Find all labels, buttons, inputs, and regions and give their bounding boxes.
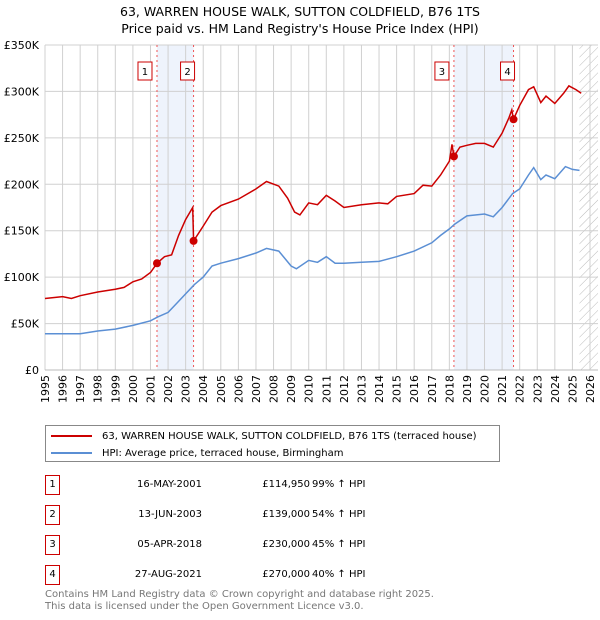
sale-point xyxy=(449,152,458,161)
x-tick-label: 2002 xyxy=(162,375,175,403)
x-tick-label: 2000 xyxy=(127,375,140,403)
transaction-date: 13-JUN-2003 xyxy=(138,509,202,520)
y-tick-label: £300K xyxy=(4,85,40,98)
transaction-row: 3 05-APR-2018 £230,000 45% ↑ HPI xyxy=(45,535,545,555)
x-tick-label: 2017 xyxy=(426,375,439,403)
x-tick-label: 2003 xyxy=(180,375,193,403)
transaction-number: 1 xyxy=(45,475,60,495)
shaded-period xyxy=(156,45,194,370)
y-tick-label: £100K xyxy=(4,271,40,284)
x-tick-label: 2023 xyxy=(531,375,544,403)
transaction-row: 2 13-JUN-2003 £139,000 54% ↑ HPI xyxy=(45,505,545,525)
forecast-hatch xyxy=(579,45,598,370)
y-tick-label: £350K xyxy=(4,39,40,52)
transaction-number: 2 xyxy=(45,505,60,525)
transaction-row: 1 16-MAY-2001 £114,950 99% ↑ HPI xyxy=(45,475,545,495)
sale-label: 1 xyxy=(142,67,148,78)
x-tick-label: 2008 xyxy=(268,375,281,403)
x-tick-label: 1995 xyxy=(39,375,52,403)
x-tick-label: 2006 xyxy=(232,375,245,403)
chart-subtitle: Price paid vs. HM Land Registry's House … xyxy=(121,21,479,36)
y-tick-label: £250K xyxy=(4,132,40,145)
transaction-date: 27-AUG-2021 xyxy=(134,569,202,580)
x-tick-label: 2022 xyxy=(514,375,527,403)
transaction-row: 4 27-AUG-2021 £270,000 40% ↑ HPI xyxy=(45,565,545,585)
sale-point xyxy=(509,115,518,124)
legend-label: HPI: Average price, terraced house, Birm… xyxy=(102,447,344,459)
sale-label: 4 xyxy=(504,67,510,78)
x-tick-label: 2025 xyxy=(566,375,579,403)
legend-swatch xyxy=(51,452,92,454)
transaction-price: £230,000 xyxy=(262,539,310,550)
x-tick-label: 2021 xyxy=(496,375,509,403)
x-tick-label: 2015 xyxy=(391,375,404,403)
sale-label-box xyxy=(434,61,450,81)
x-tick-label: 2007 xyxy=(250,375,263,403)
x-tick-label: 2001 xyxy=(144,375,157,403)
x-tick-label: 2012 xyxy=(338,375,351,403)
x-tick-label: 2026 xyxy=(584,375,597,403)
y-tick-label: £200K xyxy=(4,178,40,191)
hpi-line xyxy=(45,165,580,335)
x-tick-label: 2020 xyxy=(479,375,492,403)
chart-title: 63, WARREN HOUSE WALK, SUTTON COLDFIELD,… xyxy=(120,4,480,19)
legend-label: 63, WARREN HOUSE WALK, SUTTON COLDFIELD,… xyxy=(102,430,477,442)
x-tick-label: 2014 xyxy=(373,375,386,403)
y-tick-label: £150K xyxy=(4,225,40,238)
transaction-hpi-change: 54% ↑ HPI xyxy=(312,509,366,520)
transaction-price: £270,000 xyxy=(262,569,310,580)
x-tick-label: 1998 xyxy=(92,375,105,403)
x-tick-label: 2005 xyxy=(215,375,228,403)
transaction-hpi-change: 40% ↑ HPI xyxy=(312,569,366,580)
sale-label: 2 xyxy=(184,67,190,78)
x-tick-label: 1999 xyxy=(109,375,122,403)
transaction-hpi-change: 45% ↑ HPI xyxy=(312,539,366,550)
x-tick-label: 2013 xyxy=(355,375,368,403)
legend-item-property: 63, WARREN HOUSE WALK, SUTTON COLDFIELD,… xyxy=(51,428,477,444)
x-tick-label: 2016 xyxy=(408,375,421,403)
sale-label-box xyxy=(137,61,153,81)
legend: 63, WARREN HOUSE WALK, SUTTON COLDFIELD,… xyxy=(45,425,500,462)
x-tick-label: 1996 xyxy=(57,375,70,403)
x-tick-label: 2024 xyxy=(549,375,562,403)
x-tick-label: 2018 xyxy=(443,375,456,403)
price-chart: 1995 1996 1997 1998 1999 2000 2001 2002 2003 2004… xyxy=(4,39,598,403)
x-tick-label: 2009 xyxy=(285,375,298,403)
transaction-number: 4 xyxy=(45,565,60,585)
legend-item-hpi: HPI: Average price, terraced house, Birm… xyxy=(51,445,343,461)
y-tick-label: £0 xyxy=(25,364,39,377)
footer-licence: This data is licensed under the Open Gov… xyxy=(45,601,364,612)
x-tick-label: 2011 xyxy=(320,375,333,403)
transaction-hpi-change: 99% ↑ HPI xyxy=(312,479,366,490)
transaction-date: 16-MAY-2001 xyxy=(136,479,202,490)
sale-point xyxy=(189,236,198,245)
shaded-period xyxy=(453,45,514,370)
transaction-date: 05-APR-2018 xyxy=(137,539,202,550)
sale-label: 3 xyxy=(439,67,445,78)
x-tick-label: 2010 xyxy=(303,375,316,403)
sale-label-box xyxy=(500,61,516,81)
transaction-number: 3 xyxy=(45,535,60,555)
x-tick-label: 2019 xyxy=(461,375,474,403)
legend-swatch xyxy=(51,435,92,437)
transaction-price: £114,950 xyxy=(262,479,310,490)
sale-point xyxy=(152,259,161,268)
sale-label-box xyxy=(180,61,196,81)
x-tick-label: 2004 xyxy=(197,375,210,403)
y-tick-label: £50K xyxy=(11,318,40,331)
transaction-price: £139,000 xyxy=(262,509,310,520)
footer-copyright: Contains HM Land Registry data © Crown c… xyxy=(45,589,434,600)
x-tick-label: 1997 xyxy=(74,375,87,403)
